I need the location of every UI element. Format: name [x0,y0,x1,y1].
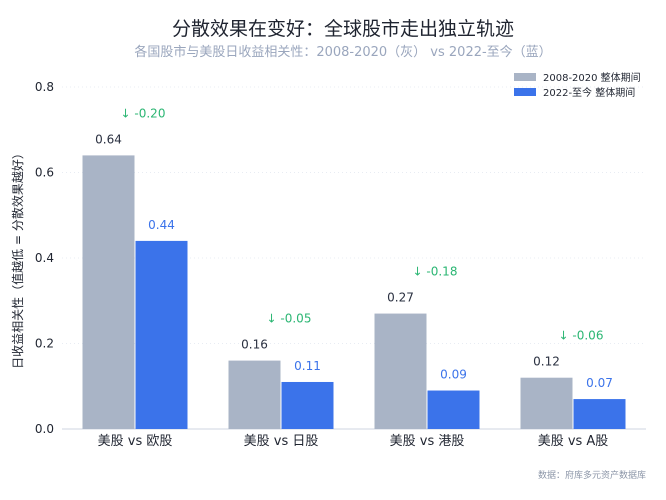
bar [82,155,135,429]
bar [281,381,334,429]
label-layer: 0.64 0.44 ↓ -0.20 美股 vs 欧股 0.16 0.11 ↓ -0.05 美股… [95,106,613,449]
change-label: ↓ -0.06 [559,329,604,343]
bar-layer [82,155,626,429]
source-note: 数据：府库多元资产数据库 [538,469,646,481]
y-tick-label: 0.2 [35,337,54,351]
data-label: 0.11 [294,359,321,373]
chart-subtitle: 各国股市与美股日收益相关性：2008-2020（灰） vs 2022-至今（蓝） [134,44,551,60]
data-label: 0.12 [533,355,560,369]
bar [135,240,188,429]
y-axis-label: 日收益相关性（值越低 = 分散效果越好） [10,147,25,369]
bar [374,313,427,429]
x-tick-label: 美股 vs 欧股 [98,434,173,449]
change-label: ↓ -0.18 [413,265,458,279]
x-tick-label: 美股 vs 港股 [390,434,465,449]
x-tick-label: 美股 vs 日股 [244,434,319,449]
change-label: ↓ -0.20 [121,106,166,120]
y-tick-label: 0.8 [35,80,54,94]
y-tick-label: 0.0 [35,422,54,436]
data-label: 0.09 [440,368,467,382]
legend-swatch [514,73,536,81]
y-tick-label: 0.4 [35,251,54,265]
data-label: 0.64 [95,132,122,146]
chart-title: 分散效果在变好：全球股市走出独立轨迹 [172,18,514,40]
data-label: 0.07 [586,376,613,390]
legend-swatch [514,88,536,96]
y-tick-label: 0.6 [35,166,54,180]
x-tick-label: 美股 vs A股 [538,434,609,449]
bar [427,390,480,429]
bar [573,399,626,429]
legend: 2008-2020 整体期间 2022-至今 整体期间 [514,71,641,99]
legend-label: 2022-至今 整体期间 [543,86,635,99]
data-label: 0.16 [241,338,268,352]
data-label: 0.27 [387,291,414,305]
legend-label: 2008-2020 整体期间 [543,71,641,84]
change-label: ↓ -0.05 [267,312,312,326]
data-label: 0.44 [148,218,175,232]
bar [228,360,281,429]
bar [520,377,573,429]
